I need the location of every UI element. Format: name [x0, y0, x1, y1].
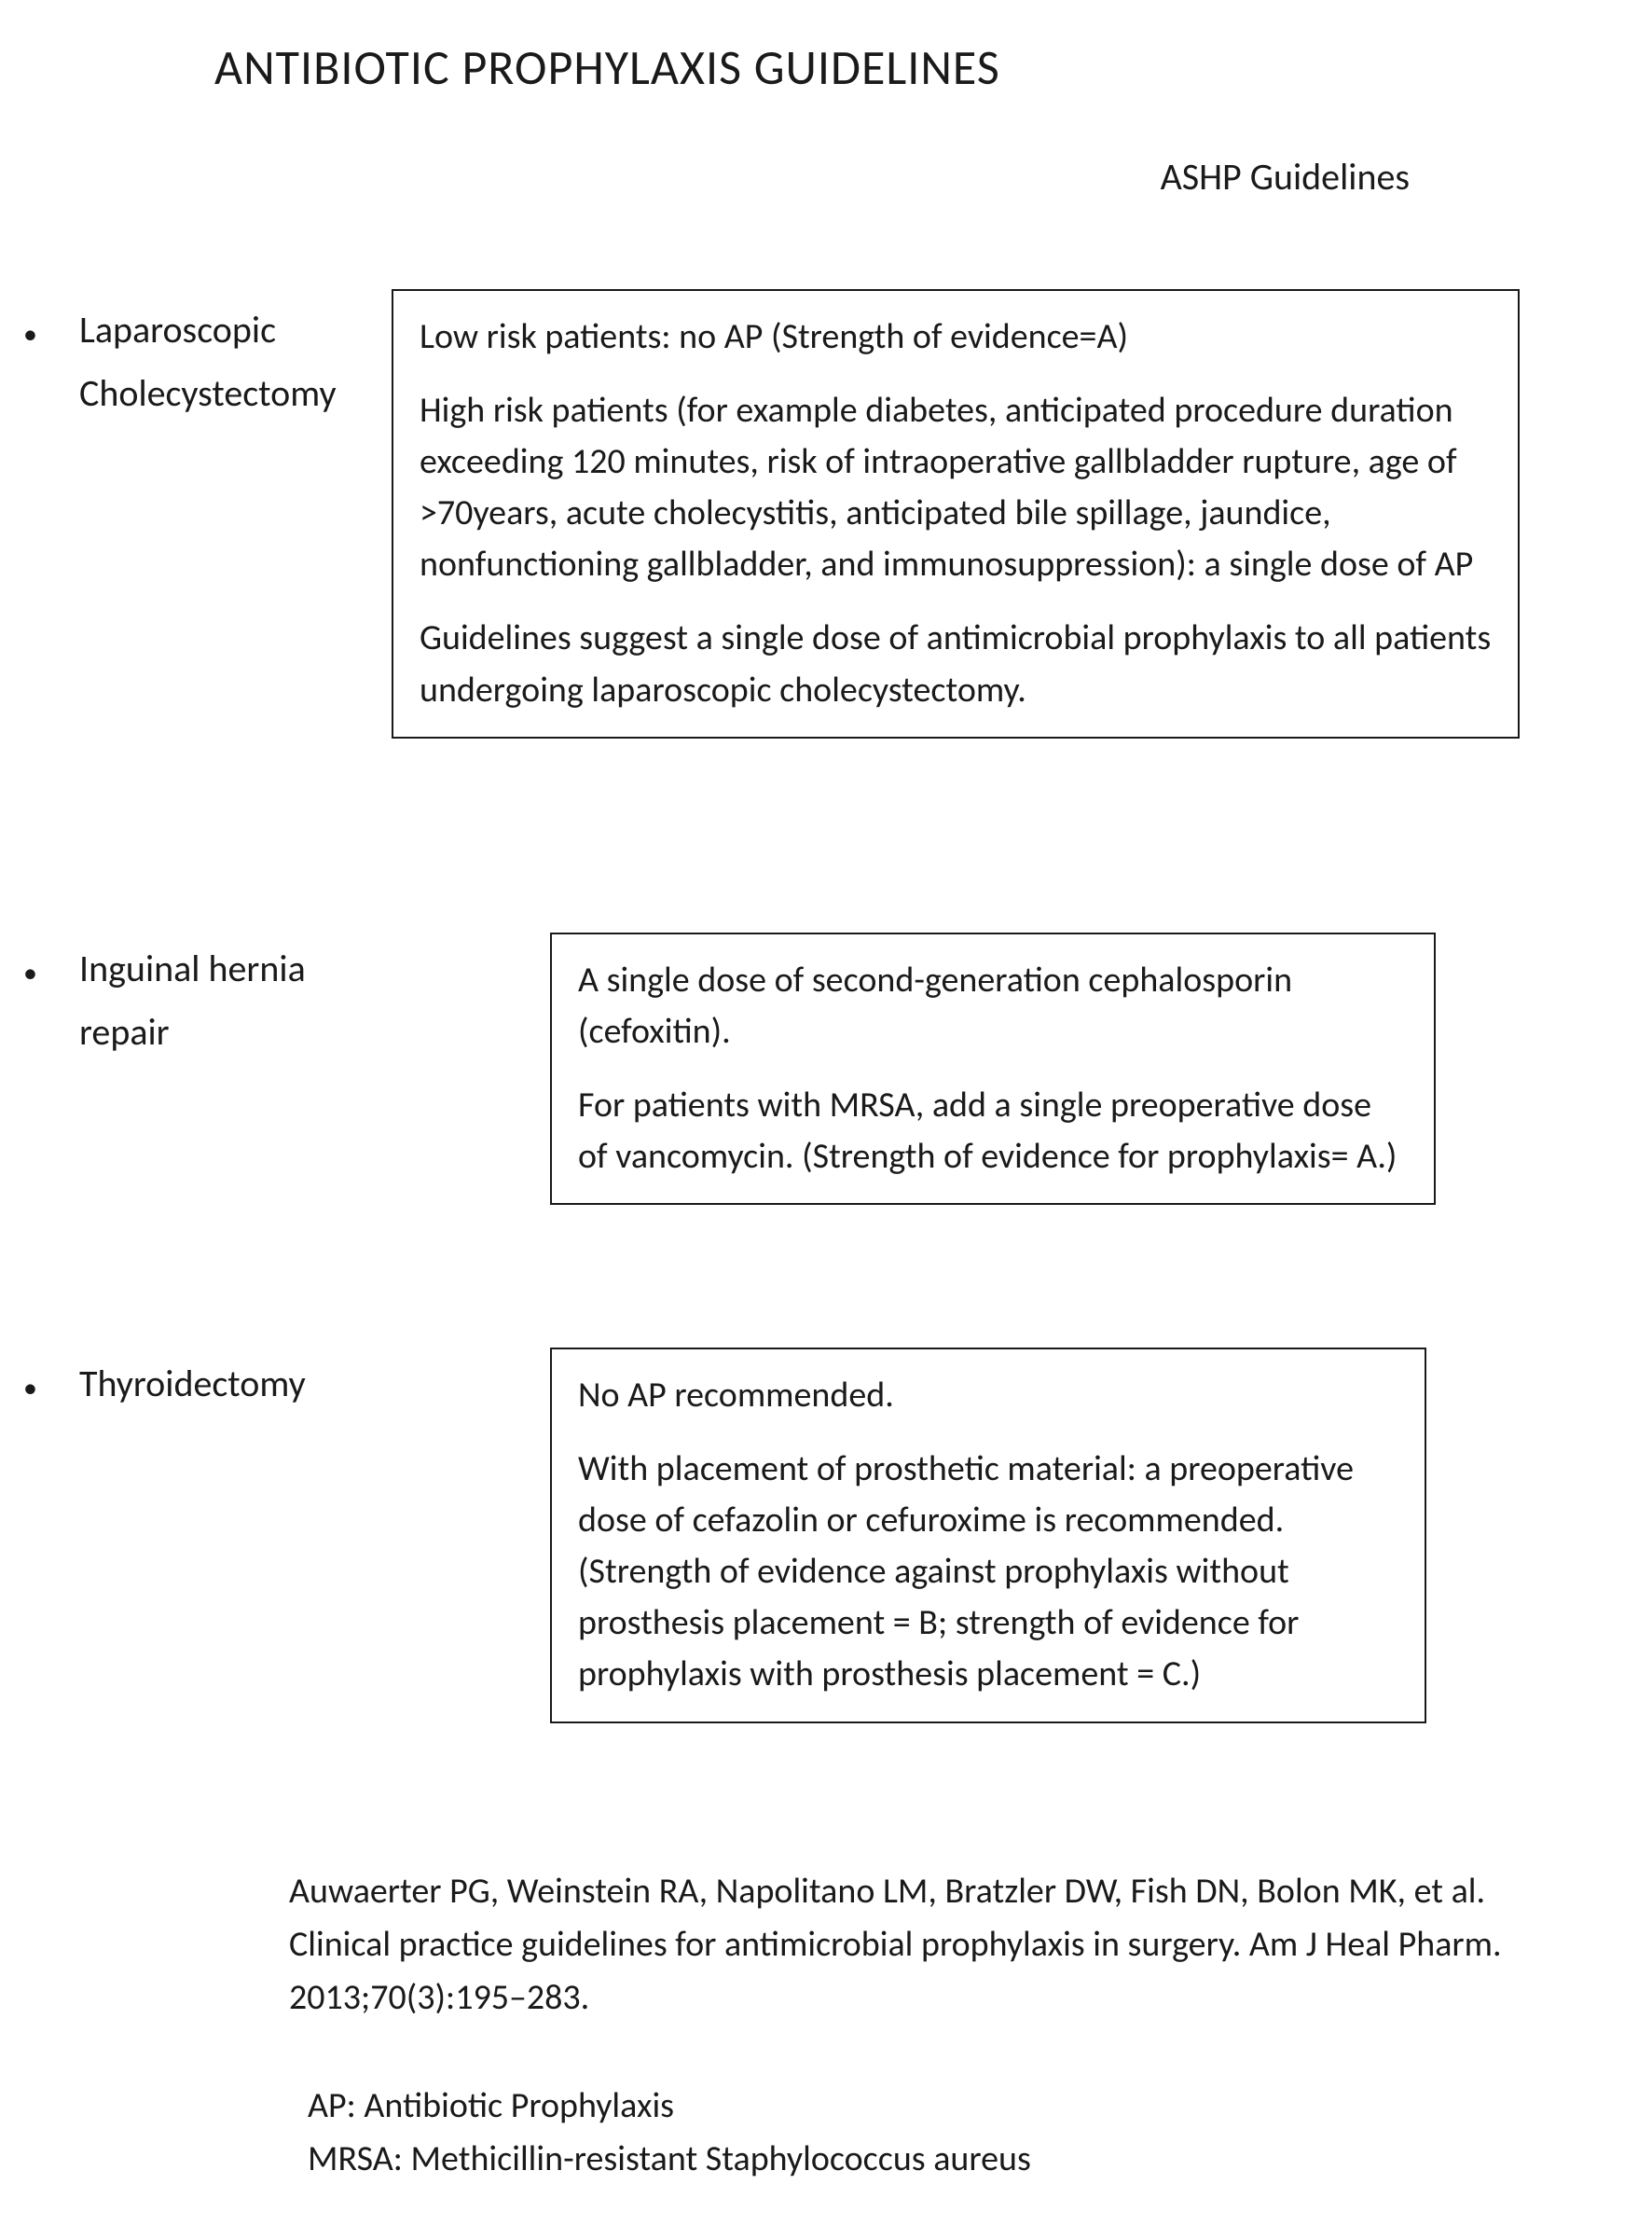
procedure-label-inguinal: Inguinal hernia repair	[79, 937, 306, 1064]
bullet-icon: •	[23, 956, 37, 990]
page-title: ANTIBIOTIC PROPHYLAXIS GUIDELINES	[214, 37, 1000, 97]
definition-mrsa: MRSA: Methicillin-resistant Staphylococc…	[308, 2133, 1031, 2186]
citation-text: Auwaerter PG, Weinstein RA, Napolitano L…	[289, 1865, 1538, 2025]
procedure-label-thyroidectomy: Thyroidectomy	[79, 1352, 306, 1416]
info-box-inguinal: A single dose of second-generation cepha…	[550, 933, 1436, 1205]
info-box-thyroidectomy: No AP recommended. With placement of pro…	[550, 1348, 1426, 1723]
box-paragraph: Guidelines suggest a single dose of anti…	[420, 613, 1492, 715]
box-paragraph: Low risk patients: no AP (Strength of ev…	[420, 311, 1492, 363]
info-box-laparoscopic: Low risk patients: no AP (Strength of ev…	[392, 289, 1520, 739]
definition-ap: AP: Antibiotic Prophylaxis	[308, 2080, 1031, 2133]
procedure-line: Cholecystectomy	[79, 362, 337, 425]
box-paragraph: No AP recommended.	[578, 1370, 1398, 1421]
procedure-line: Thyroidectomy	[79, 1352, 306, 1416]
box-paragraph: For patients with MRSA, add a single pre…	[578, 1080, 1408, 1182]
bullet-icon: •	[23, 1371, 37, 1405]
box-paragraph: High risk patients (for example diabetes…	[420, 385, 1492, 590]
procedure-label-laparoscopic: Laparoscopic Cholecystectomy	[79, 298, 337, 425]
definitions-block: AP: Antibiotic Prophylaxis MRSA: Methici…	[308, 2080, 1031, 2186]
box-paragraph: With placement of prosthetic material: a…	[578, 1444, 1398, 1700]
procedure-line: repair	[79, 1001, 306, 1064]
procedure-line: Inguinal hernia	[79, 937, 306, 1001]
bullet-icon: •	[23, 317, 37, 352]
subtitle: ASHP Guidelines	[1161, 154, 1410, 200]
procedure-line: Laparoscopic	[79, 298, 337, 362]
box-paragraph: A single dose of second-generation cepha…	[578, 955, 1408, 1058]
